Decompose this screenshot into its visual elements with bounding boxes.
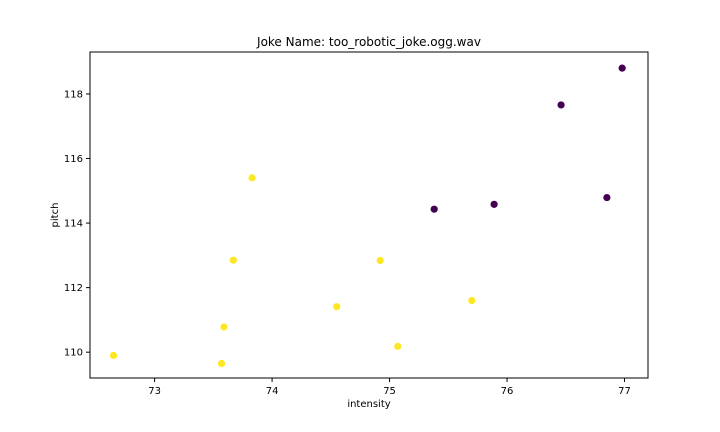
x-tick-label: 75	[383, 386, 396, 397]
plot-frame	[89, 51, 649, 379]
x-tick-label: 73	[148, 386, 161, 397]
data-point	[333, 303, 341, 311]
data-point	[557, 101, 565, 109]
data-point	[109, 351, 118, 360]
data-point	[217, 359, 226, 368]
data-point	[394, 342, 402, 350]
x-tick-label: 77	[618, 386, 631, 397]
data-point	[248, 174, 256, 182]
data-point	[618, 64, 626, 72]
data-point	[468, 296, 476, 305]
y-axis-label: pitch	[50, 203, 61, 228]
y-tick-label: 112	[64, 283, 83, 294]
y-tick-label: 118	[64, 89, 83, 100]
y-tick-label: 114	[64, 219, 83, 230]
data-point	[220, 323, 228, 331]
x-tick-label: 74	[266, 386, 279, 397]
chart-title: Joke Name: too_robotic_joke.ogg.wav	[256, 35, 481, 49]
data-point	[430, 205, 438, 213]
y-tick-label: 116	[64, 154, 83, 165]
y-axis: 110 112 114 116 118	[64, 89, 90, 359]
data-points	[109, 64, 626, 368]
data-point	[376, 256, 384, 265]
x-axis-label: intensity	[347, 399, 390, 410]
data-point	[603, 193, 611, 202]
y-tick-label: 110	[64, 348, 83, 359]
x-axis: 73 74 75 76 77	[148, 378, 631, 397]
data-point	[490, 200, 498, 208]
x-tick-label: 76	[501, 386, 514, 397]
data-point	[229, 256, 237, 264]
